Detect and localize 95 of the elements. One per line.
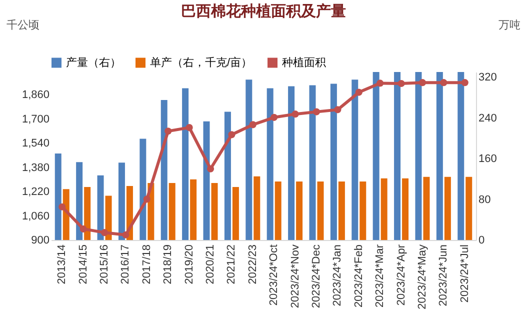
point — [186, 124, 193, 132]
legend-label: 种植面积 — [282, 56, 326, 69]
point — [398, 80, 405, 88]
bar — [372, 72, 380, 240]
bar — [140, 138, 146, 240]
bar — [296, 181, 303, 240]
bar — [105, 196, 112, 240]
bar — [466, 176, 472, 240]
bar — [211, 182, 218, 240]
bar — [76, 162, 83, 240]
legend-label: 产量（右） — [66, 56, 121, 69]
y2-tick-label: 0 — [478, 234, 485, 246]
bar — [266, 88, 274, 240]
x-tick-label: 2020/21 — [204, 244, 217, 284]
y2-tick-label: 320 — [478, 72, 497, 84]
x-tick-label: 2023/24*Jul — [458, 244, 471, 303]
x-tick-label: 2021/22 — [226, 244, 238, 284]
y-tick-label: 1,380 — [22, 162, 50, 174]
bar — [118, 162, 125, 240]
point — [206, 165, 214, 172]
bar — [309, 85, 316, 240]
bar — [168, 182, 176, 240]
x-tick-label: 2017/18 — [140, 244, 153, 284]
bar — [394, 72, 401, 240]
y-axis-title: 千公顷 — [6, 18, 40, 32]
bar — [246, 80, 252, 240]
x-tick-label: 2023/24*Feb — [352, 244, 365, 308]
bar — [436, 72, 443, 240]
x-tick-label: 2019/20 — [183, 244, 196, 284]
x-tick-label: 2023/24*May — [416, 244, 428, 310]
bar — [317, 181, 324, 240]
y2-tick-label: 80 — [478, 194, 491, 206]
bar — [415, 72, 422, 240]
point — [58, 203, 66, 210]
bar — [380, 178, 388, 240]
bar — [458, 72, 464, 240]
point — [249, 121, 256, 128]
bar — [182, 88, 189, 240]
point — [80, 225, 87, 232]
point — [122, 231, 130, 238]
bar — [84, 187, 91, 240]
x-tick-label: 2023/24*Dec — [310, 244, 322, 308]
point — [440, 79, 448, 86]
y-tick-label: 1,540 — [22, 138, 50, 150]
bar — [288, 86, 295, 240]
x-tick-label: 2023/24*Jun — [438, 244, 450, 306]
chart-title: 巴西棉花种植面积及产量 — [181, 3, 346, 20]
bar — [254, 176, 260, 240]
point — [461, 79, 468, 86]
point — [418, 79, 426, 86]
bar — [274, 181, 282, 240]
point — [334, 106, 342, 114]
y-tick-label: 1,060 — [22, 210, 50, 222]
y-tick-label: 1,860 — [22, 89, 50, 102]
bar — [232, 187, 239, 240]
bar — [330, 84, 337, 240]
bar — [160, 100, 168, 240]
bar — [54, 153, 62, 240]
bar — [203, 121, 210, 240]
bar — [444, 176, 451, 240]
point — [292, 110, 299, 118]
y-tick-label: 900 — [31, 234, 50, 246]
x-tick-label: 2018/19 — [162, 244, 174, 284]
y-tick-label: 1,700 — [22, 113, 50, 126]
point — [164, 128, 172, 135]
point — [143, 196, 150, 203]
bar — [224, 112, 231, 240]
x-tick-label: 2023/24*Apr — [395, 244, 408, 306]
x-tick-label: 2015/16 — [98, 244, 111, 284]
point — [355, 88, 362, 96]
point — [270, 114, 278, 121]
point — [228, 131, 236, 138]
x-tick-label: 2022/23 — [246, 244, 259, 284]
point — [100, 229, 108, 236]
x-tick-label: 2016/17 — [120, 244, 132, 284]
x-tick-label: 2023/24*Mar — [374, 244, 386, 308]
bar — [360, 181, 366, 240]
y2-tick-label: 240 — [478, 112, 497, 124]
x-tick-label: 2014/15 — [77, 244, 90, 284]
x-tick-label: 2023/24*Nov — [289, 244, 302, 308]
bar — [190, 179, 197, 240]
y2-axis-title: 万吨 — [498, 18, 520, 32]
bar — [97, 175, 104, 240]
x-tick-label: 2013/14 — [56, 244, 68, 284]
y2-tick-label: 160 — [478, 153, 497, 166]
x-tick-label: 2023/24*Jan — [332, 244, 344, 306]
bar — [402, 178, 409, 240]
legend-label: 单产（右，千克/亩） — [150, 56, 252, 69]
x-tick-label: 2023/24*Oct — [268, 244, 280, 306]
bar — [338, 181, 345, 240]
point — [312, 108, 320, 116]
point — [376, 80, 384, 87]
y-tick-label: 1,220 — [22, 186, 50, 198]
bar — [352, 80, 358, 240]
bar — [423, 176, 430, 240]
